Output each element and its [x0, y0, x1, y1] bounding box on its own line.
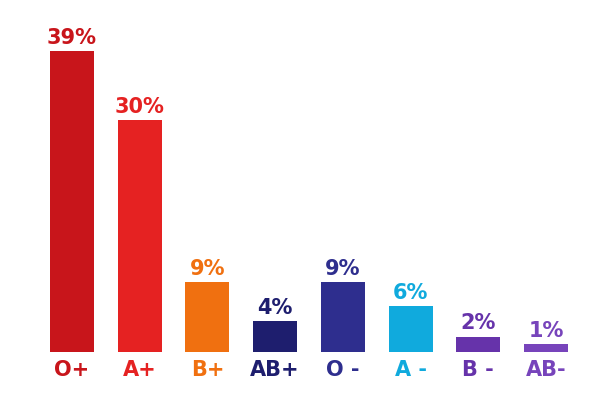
Text: 9%: 9% — [190, 259, 225, 279]
Text: 39%: 39% — [47, 28, 97, 48]
Bar — [118, 120, 161, 352]
Bar — [185, 282, 229, 352]
Text: 9%: 9% — [325, 259, 361, 279]
Bar — [524, 344, 568, 352]
Bar — [50, 51, 94, 352]
Bar — [321, 282, 365, 352]
Bar — [253, 321, 297, 352]
Text: 4%: 4% — [257, 298, 293, 318]
Text: 30%: 30% — [115, 97, 164, 117]
Bar — [457, 336, 500, 352]
Bar — [389, 306, 433, 352]
Text: 2%: 2% — [461, 314, 496, 334]
Text: 6%: 6% — [393, 282, 428, 302]
Text: 1%: 1% — [529, 321, 564, 341]
